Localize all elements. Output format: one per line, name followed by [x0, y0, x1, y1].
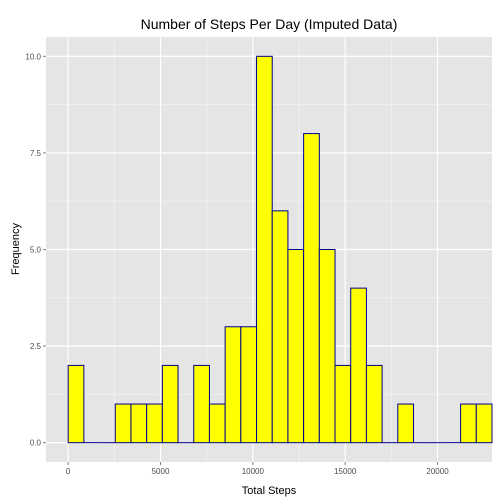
y-tick-label: 10.0: [25, 52, 41, 61]
x-tick-label: 20000: [426, 467, 449, 476]
histogram-bars: [67, 55, 493, 444]
y-tick-label: 7.5: [30, 149, 42, 158]
y-tick-label: 0.0: [30, 439, 42, 448]
axis-ticks: 0 5000 10000 15000 20000 0.0 2.5 5.0 7.5 10.0: [25, 52, 449, 476]
histogram-bar: [161, 364, 179, 444]
y-axis-title: Frequency: [10, 223, 22, 275]
chart-title: Number of Steps Per Day (Imputed Data): [141, 16, 398, 32]
y-tick-label: 2.5: [30, 342, 42, 351]
x-tick-label: 5000: [152, 467, 170, 476]
y-tick-label: 5.0: [30, 246, 42, 255]
x-tick-label: 15000: [334, 467, 357, 476]
histogram-bar: [334, 364, 352, 444]
histogram-bar: [287, 249, 305, 444]
histogram-bar: [397, 403, 415, 444]
x-tick-label: 0: [66, 467, 71, 476]
histogram-bar: [303, 133, 320, 444]
histogram-bar: [475, 403, 493, 444]
histogram-bar: [130, 403, 148, 444]
histogram-bar: [193, 364, 210, 444]
histogram-bar: [240, 326, 258, 444]
histogram-bar: [271, 210, 289, 444]
histogram-bar: [460, 403, 477, 444]
histogram-bar: [256, 55, 273, 444]
x-tick-label: 10000: [242, 467, 265, 476]
histogram-bar: [350, 287, 367, 444]
histogram-bar: [365, 364, 383, 444]
x-axis-title: Total Steps: [242, 485, 297, 497]
histogram-bar: [146, 403, 163, 444]
histogram-bar: [224, 326, 242, 444]
histogram-bar: [114, 403, 132, 444]
histogram-bar: [208, 403, 226, 444]
histogram-bar: [318, 249, 336, 444]
histogram-bar: [67, 364, 85, 444]
